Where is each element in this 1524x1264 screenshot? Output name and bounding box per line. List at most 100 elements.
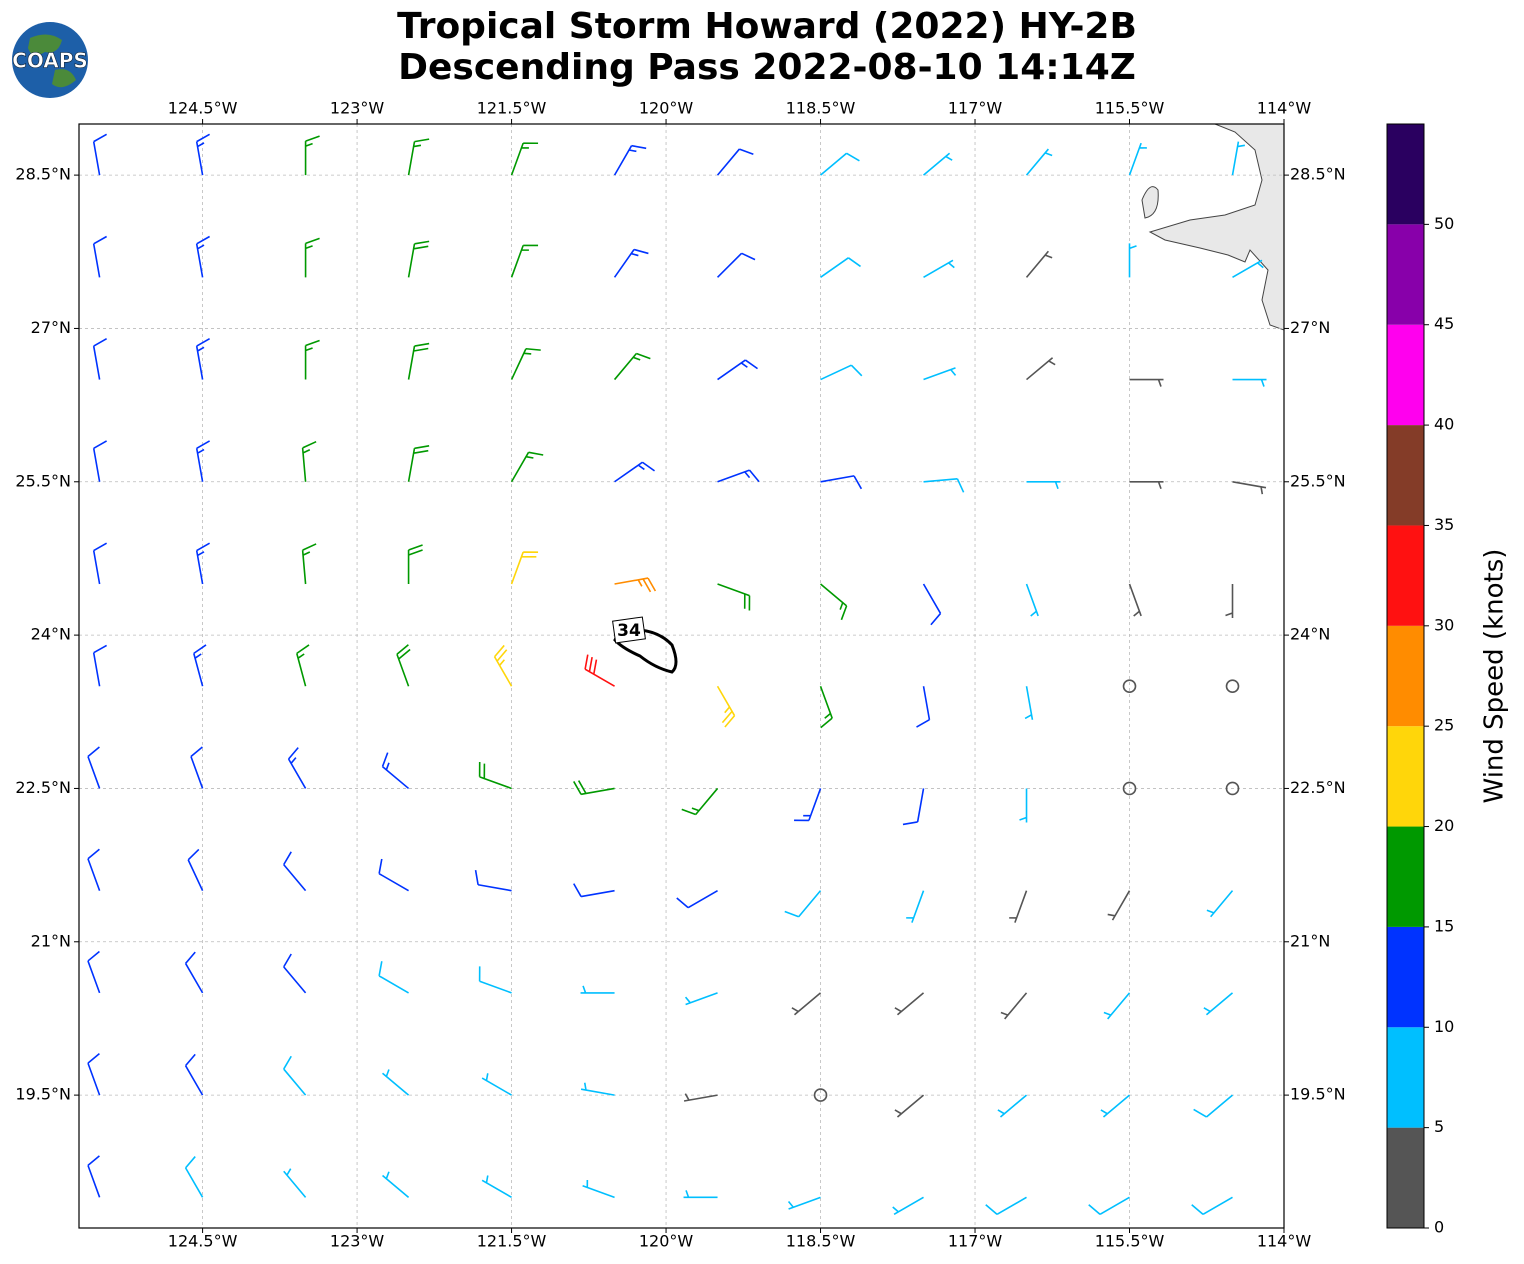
colorbar-segment (1387, 124, 1424, 225)
barb-shape (1009, 890, 1028, 923)
colorbar-frame (1386, 123, 1425, 1229)
barb-shape (820, 583, 848, 621)
wind-barb (1103, 992, 1131, 1020)
wind-barb (681, 787, 719, 816)
barb-shape (407, 240, 430, 278)
barb-shape (92, 338, 108, 380)
wind-barb (92, 338, 108, 380)
barb-shape (301, 543, 317, 585)
wind-barb (923, 152, 953, 176)
y-tick-label: 27°N (1290, 318, 1330, 337)
barb-shape (820, 152, 860, 176)
contour-label-box (612, 616, 646, 644)
wind-barb (791, 992, 822, 1016)
wind-barb (381, 752, 410, 790)
barb-shape (916, 686, 931, 728)
barb-shape (195, 338, 211, 380)
y-tick-label: 22.5°N (15, 778, 71, 797)
x-tick-label: 118.5°W (786, 1232, 856, 1251)
wind-barb (1225, 781, 1240, 796)
x-tick-label: 118.5°W (786, 99, 856, 118)
wind-barb (195, 440, 211, 482)
wind-barb (382, 1069, 410, 1096)
wind-barb (407, 445, 430, 482)
wind-barb (820, 583, 848, 621)
barb-shape (1191, 1196, 1233, 1216)
barb-shape (923, 259, 955, 279)
barb-shape (1129, 378, 1164, 387)
colorbar-segment (1387, 625, 1424, 727)
wind-barb (304, 339, 320, 380)
barb-shape (717, 359, 758, 381)
barb-shape (407, 342, 430, 380)
wind-barb (92, 133, 108, 176)
wind-barb (573, 883, 615, 898)
barb-shape (283, 953, 307, 994)
wind-barb (1191, 1196, 1233, 1216)
barb-shape (1026, 480, 1061, 490)
wind-barb (1232, 259, 1264, 279)
wind-barb (396, 644, 411, 687)
wind-barb (510, 551, 539, 585)
wind-barb (195, 133, 211, 176)
barb-shape (717, 469, 760, 483)
colorbar-tick-label: 0 (1434, 1218, 1444, 1237)
barb-shape (580, 985, 615, 994)
wind-barb (676, 889, 718, 909)
wind-barb (481, 1175, 512, 1199)
y-tick-label: 27°N (31, 318, 71, 337)
barb-shape (92, 440, 108, 482)
wind-barb (92, 542, 108, 585)
map-area (79, 124, 1284, 1228)
barb-shape (1231, 141, 1246, 176)
x-tick-label: 124.5°W (168, 99, 238, 118)
barb-shape (902, 788, 925, 826)
barb-shape (1232, 378, 1267, 387)
barb-shape (784, 890, 822, 918)
calm-circle (1122, 679, 1137, 694)
wind-barb (902, 788, 925, 826)
barb-shape (985, 1196, 1027, 1216)
wind-barb (1107, 890, 1131, 921)
wind-barb (820, 364, 863, 381)
barb-shape (1026, 357, 1056, 381)
wind-barb (892, 1196, 924, 1216)
colorbar-tick-label: 10 (1434, 1017, 1454, 1036)
wind-barb (193, 644, 207, 687)
wind-barb (304, 237, 320, 278)
barb-shape (1107, 890, 1131, 921)
barb-shape (407, 138, 430, 176)
barb-shape (894, 1094, 925, 1118)
wind-barb (923, 478, 965, 493)
wind-barb (1128, 583, 1142, 617)
wind-barb (510, 244, 539, 278)
wind-barb (923, 367, 957, 381)
barb-shape (676, 889, 718, 909)
colorbar-tick-label: 25 (1434, 716, 1454, 735)
colorbar-segment (1387, 726, 1424, 827)
colorbar-tick-label: 20 (1434, 816, 1454, 835)
y-tick-label: 24°N (1290, 625, 1330, 644)
barb-shape (716, 685, 736, 728)
land (1148, 124, 1284, 331)
barb-shape (382, 1069, 410, 1096)
barb-shape (304, 135, 320, 176)
barb-shape (684, 992, 718, 1006)
wind-barb (716, 252, 756, 278)
wind-barb (997, 1094, 1028, 1118)
barb-shape (717, 583, 751, 611)
wind-barb (87, 1155, 101, 1198)
wind-barb (716, 685, 736, 728)
wind-barb (184, 951, 204, 994)
wind-barb (378, 961, 409, 994)
wind-barb (283, 1168, 307, 1198)
colorbar-tick-label: 30 (1434, 615, 1454, 634)
barb-shape (683, 1093, 718, 1102)
x-tick-label: 123°W (330, 1232, 385, 1251)
wind-barb (1128, 243, 1137, 278)
wind-barb (683, 1093, 718, 1102)
barb-shape (92, 542, 108, 585)
barb-shape (1019, 788, 1028, 823)
barb-shape (1025, 250, 1053, 278)
